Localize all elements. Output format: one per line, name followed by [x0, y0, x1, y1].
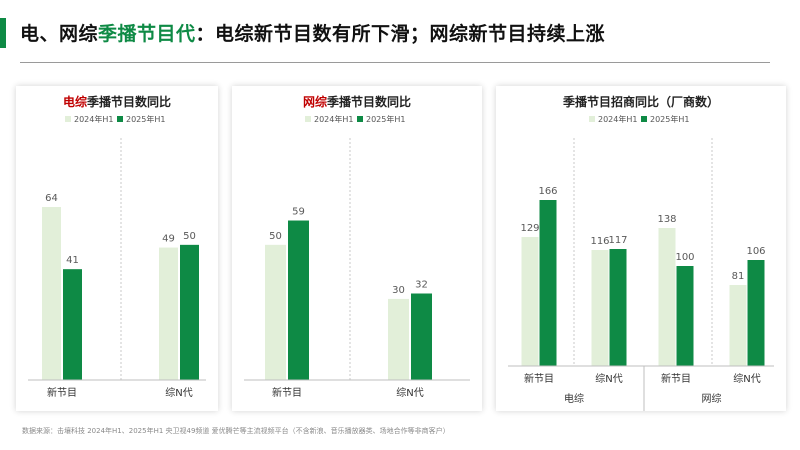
bar-2025 — [63, 269, 82, 380]
category-label: 综N代 — [165, 386, 192, 399]
data-label: 32 — [415, 280, 428, 291]
legend-swatch-2024 — [589, 116, 595, 122]
chart-title-main: 季播节目招商同比（厂商数） — [562, 94, 719, 109]
legend: 2024年H1 2025年H1 — [589, 114, 689, 124]
data-label: 50 — [269, 231, 282, 242]
chart-title-main: 季播节目数同比 — [86, 94, 171, 109]
bar-2024 — [729, 285, 747, 366]
bar-2024 — [388, 298, 409, 380]
bar-2024 — [658, 228, 676, 366]
group-label: 网综 — [702, 392, 722, 405]
bar-2024 — [265, 244, 286, 380]
legend: 2024年H1 2025年H1 — [65, 114, 165, 124]
bar-2025 — [609, 249, 627, 366]
chart-panel-2: 网综季播节目数同比 2024年H1 2025年H1 50 59 新节目 30 32 综N代 — [232, 86, 482, 411]
bar-2025 — [288, 220, 309, 380]
legend-swatch-2024 — [305, 116, 311, 122]
legend: 2024年H1 2025年H1 — [305, 114, 405, 124]
bar-2024 — [159, 247, 178, 380]
legend-label-2025: 2025年H1 — [126, 114, 165, 124]
category-label: 综N代 — [595, 372, 622, 385]
category-label: 新节目 — [524, 372, 554, 385]
data-label: 129 — [520, 223, 539, 234]
data-label: 64 — [45, 193, 58, 204]
bar-2025 — [676, 266, 694, 366]
chart-title-prefix: 网综 — [303, 94, 327, 109]
data-label: 41 — [66, 255, 79, 266]
category-label: 综N代 — [733, 372, 760, 385]
group-label: 电综 — [564, 392, 584, 405]
category-label: 新节目 — [272, 386, 302, 399]
bar-2024 — [521, 237, 539, 366]
chart-wangzong-count: 网综季播节目数同比 2024年H1 2025年H1 50 59 新节目 30 32 综N代 — [244, 94, 470, 399]
data-label: 81 — [732, 271, 745, 282]
page-title: 电、网综季播节目代：电综新节目数有所下滑；网综新节目持续上涨 — [20, 19, 605, 46]
title-divider — [20, 62, 770, 63]
chart-title: 季播节目招商同比（厂商数） — [562, 94, 719, 109]
bar-2025 — [180, 244, 199, 380]
chart-dianzong-count: 电综季播节目数同比 2024年H1 2025年H1 64 41 新节目 49 50 综N代 — [28, 94, 206, 399]
data-label: 49 — [162, 234, 175, 245]
page-title-part-a: 电、网综 — [20, 23, 99, 45]
category-label: 新节目 — [661, 372, 691, 385]
legend-label-2024: 2024年H1 — [314, 114, 353, 124]
chart-panel-1: 电综季播节目数同比 2024年H1 2025年H1 64 41 新节目 49 50 综N代 — [16, 86, 218, 411]
legend-label-2024: 2024年H1 — [598, 114, 637, 124]
legend-label-2024: 2024年H1 — [74, 114, 113, 124]
data-label: 106 — [746, 246, 765, 257]
legend-label-2025: 2025年H1 — [366, 114, 405, 124]
legend-swatch-2025 — [117, 116, 123, 122]
page-title-part-c: ：电综新节目数有所下滑；网综新节目持续上涨 — [195, 23, 606, 45]
chart-title: 网综季播节目数同比 — [303, 94, 411, 109]
data-label: 117 — [608, 235, 627, 246]
data-label: 116 — [590, 236, 609, 247]
category-label: 新节目 — [47, 386, 77, 399]
data-label: 59 — [292, 207, 305, 218]
chart-title-main: 季播节目数同比 — [326, 94, 411, 109]
category-label: 综N代 — [396, 386, 423, 399]
legend-swatch-2024 — [65, 116, 71, 122]
data-label: 30 — [392, 285, 405, 296]
data-label: 138 — [657, 214, 676, 225]
data-label: 166 — [538, 186, 557, 197]
chart-title: 电综季播节目数同比 — [63, 94, 171, 109]
legend-swatch-2025 — [641, 116, 647, 122]
data-source-note: 数据来源：击壤科技 2024年H1、2025年H1 央卫视49频道 爱优腾芒等主… — [22, 427, 450, 435]
bar-2024 — [591, 250, 609, 366]
chart-sponsorship: 季播节目招商同比（厂商数）2024年H1 2025年H1129166新节目1161… — [508, 94, 774, 411]
bar-2025 — [539, 200, 557, 366]
chart-panel-3: 季播节目招商同比（厂商数） 2024年H1 2025年H1 129 166 新节目 116 1… — [496, 86, 786, 411]
data-label: 50 — [183, 231, 196, 242]
chart-title-prefix: 电综 — [63, 94, 87, 109]
bar-2025 — [411, 293, 432, 380]
page-title-highlight: 季播节目代 — [98, 23, 196, 45]
bar-2024 — [42, 207, 61, 380]
data-label: 100 — [675, 252, 694, 263]
legend-label-2025: 2025年H1 — [650, 114, 689, 124]
title-accent-bar — [0, 18, 6, 48]
legend-swatch-2025 — [357, 116, 363, 122]
bar-2025 — [747, 260, 765, 366]
